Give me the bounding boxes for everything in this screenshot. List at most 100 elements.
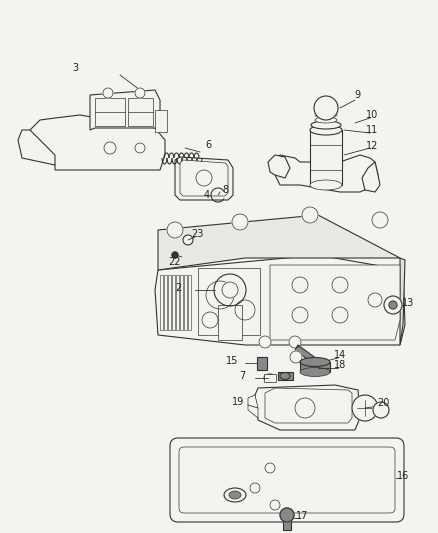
Text: 11: 11 (365, 125, 377, 135)
Circle shape (135, 143, 145, 153)
Polygon shape (267, 155, 290, 178)
Polygon shape (90, 90, 159, 130)
Circle shape (166, 222, 183, 238)
Circle shape (172, 252, 177, 258)
Bar (309, 130, 341, 185)
Text: 2: 2 (174, 283, 181, 293)
Circle shape (291, 277, 307, 293)
Polygon shape (18, 130, 55, 165)
Text: 12: 12 (365, 141, 377, 151)
Polygon shape (263, 374, 276, 382)
Polygon shape (299, 362, 329, 372)
Circle shape (135, 88, 145, 98)
Circle shape (372, 402, 388, 418)
FancyBboxPatch shape (179, 447, 394, 513)
Ellipse shape (299, 367, 329, 376)
Circle shape (231, 214, 247, 230)
Bar (256, 357, 266, 370)
Ellipse shape (314, 117, 336, 123)
Circle shape (291, 307, 307, 323)
Text: 9: 9 (353, 90, 359, 100)
Bar (155, 110, 166, 132)
Bar (172, 275, 175, 330)
Ellipse shape (314, 112, 336, 118)
Ellipse shape (263, 374, 276, 382)
Bar (168, 275, 171, 330)
Polygon shape (30, 115, 165, 170)
Polygon shape (180, 160, 227, 196)
Circle shape (367, 293, 381, 307)
Polygon shape (158, 215, 399, 270)
Text: 19: 19 (231, 397, 244, 407)
Circle shape (269, 500, 279, 510)
Polygon shape (294, 345, 324, 370)
Bar (159, 275, 162, 330)
Circle shape (331, 307, 347, 323)
Circle shape (222, 282, 237, 298)
Circle shape (371, 212, 387, 228)
Text: 15: 15 (225, 356, 238, 366)
Circle shape (313, 96, 337, 120)
Text: 13: 13 (401, 298, 413, 308)
Text: 6: 6 (205, 140, 211, 150)
Circle shape (213, 274, 245, 306)
Ellipse shape (309, 180, 341, 190)
Circle shape (104, 142, 116, 154)
Ellipse shape (310, 121, 340, 129)
Ellipse shape (223, 488, 245, 502)
Circle shape (351, 395, 377, 421)
Ellipse shape (279, 373, 290, 379)
Polygon shape (155, 255, 404, 345)
Polygon shape (198, 268, 259, 335)
Bar (180, 275, 183, 330)
Polygon shape (265, 388, 351, 423)
Circle shape (279, 508, 293, 522)
Text: 17: 17 (295, 511, 307, 521)
Circle shape (388, 301, 396, 309)
Text: 7: 7 (238, 371, 244, 381)
Polygon shape (254, 385, 359, 430)
Polygon shape (269, 265, 399, 340)
Polygon shape (175, 157, 233, 200)
Text: 23: 23 (191, 229, 203, 239)
Circle shape (205, 281, 233, 309)
Circle shape (183, 235, 193, 245)
Circle shape (294, 398, 314, 418)
Text: 3: 3 (72, 63, 78, 73)
Text: 14: 14 (333, 350, 345, 360)
Polygon shape (277, 372, 292, 380)
Ellipse shape (299, 358, 329, 367)
Text: 22: 22 (168, 257, 181, 267)
Text: 8: 8 (222, 185, 228, 195)
Polygon shape (399, 258, 404, 345)
Polygon shape (272, 155, 377, 192)
Bar (128, 98, 153, 126)
Circle shape (195, 170, 212, 186)
FancyBboxPatch shape (170, 438, 403, 522)
Circle shape (265, 463, 274, 473)
Ellipse shape (309, 125, 341, 135)
Polygon shape (361, 162, 379, 192)
Circle shape (331, 277, 347, 293)
Circle shape (258, 336, 270, 348)
Circle shape (288, 336, 300, 348)
Circle shape (249, 483, 259, 493)
Bar (176, 275, 179, 330)
Bar (164, 275, 166, 330)
Polygon shape (247, 395, 258, 418)
Circle shape (201, 312, 218, 328)
Text: 4: 4 (204, 190, 210, 200)
Circle shape (234, 300, 254, 320)
Bar (184, 275, 187, 330)
Text: 16: 16 (396, 471, 408, 481)
Ellipse shape (229, 491, 240, 499)
Bar (187, 275, 191, 330)
Text: 10: 10 (365, 110, 377, 120)
Text: 20: 20 (376, 398, 389, 408)
Bar (283, 518, 290, 530)
Text: 18: 18 (333, 360, 345, 370)
Polygon shape (218, 305, 241, 340)
Circle shape (290, 351, 301, 363)
Circle shape (383, 296, 401, 314)
Circle shape (103, 88, 113, 98)
